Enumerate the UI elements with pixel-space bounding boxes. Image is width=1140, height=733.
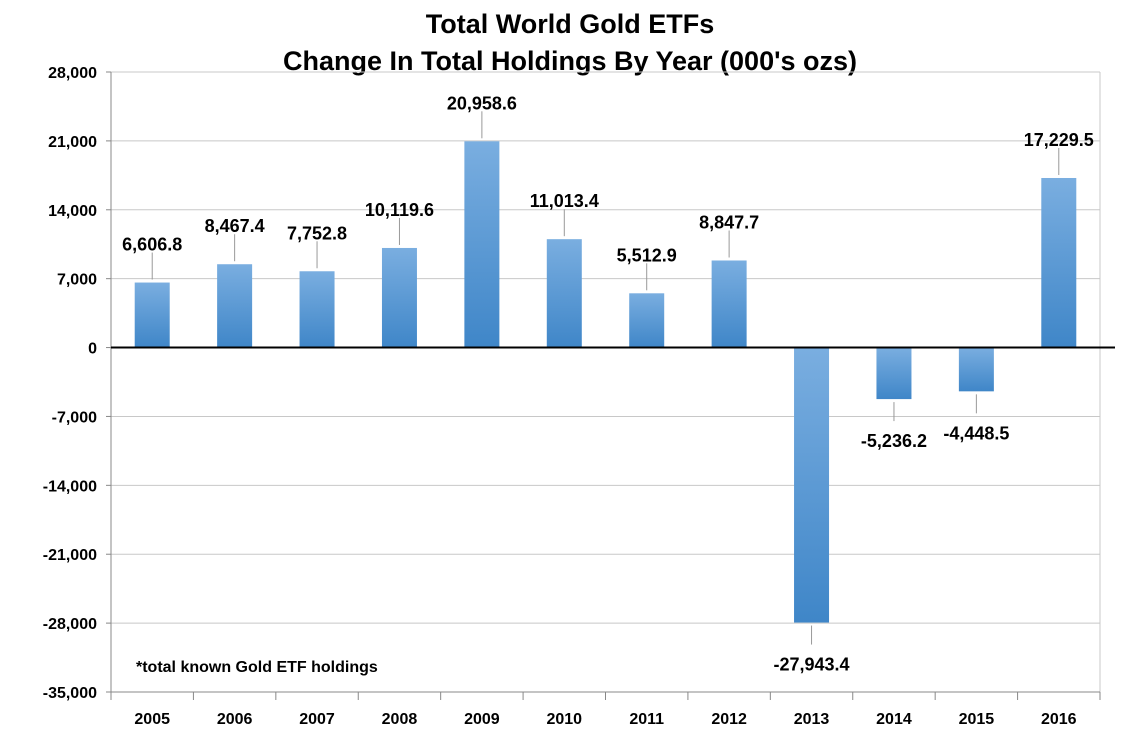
bar-2016	[1041, 177, 1077, 348]
x-tick-label: 2012	[711, 711, 747, 728]
y-tick-label: 28,000	[48, 65, 97, 82]
data-label: 8,847.7	[699, 212, 759, 232]
data-label: 8,467.4	[205, 216, 265, 236]
bar-2012	[711, 260, 747, 348]
data-label: 6,606.8	[122, 235, 182, 255]
x-tick-label: 2010	[546, 711, 582, 728]
data-label: 17,229.5	[1024, 130, 1094, 150]
x-tick-label: 2006	[217, 711, 253, 728]
y-tick-label: 14,000	[48, 203, 97, 220]
bar-2011	[629, 293, 665, 348]
chart-subtitle: Change In Total Holdings By Year (000's …	[0, 45, 1140, 77]
y-tick-label: 7,000	[57, 272, 97, 289]
x-tick-label: 2014	[876, 711, 912, 728]
chart-annotation: *total known Gold ETF holdings	[136, 659, 378, 676]
x-tick-label: 2011	[629, 711, 664, 728]
x-tick-label: 2008	[382, 711, 418, 728]
x-tick-label: 2016	[1041, 711, 1077, 728]
bar-2006	[217, 264, 253, 348]
y-tick-label: -28,000	[43, 616, 97, 633]
bar-2005	[134, 282, 170, 348]
y-tick-label: -14,000	[43, 478, 97, 495]
data-label: 5,512.9	[617, 245, 677, 265]
x-tick-label: 2005	[134, 711, 170, 728]
x-tick-label: 2013	[794, 711, 830, 728]
data-label: -27,943.4	[774, 655, 850, 675]
y-tick-label: 21,000	[48, 134, 97, 151]
bar-2008	[381, 247, 417, 348]
x-tick-label: 2015	[959, 711, 995, 728]
data-label: 7,752.8	[287, 223, 347, 243]
data-label: 20,958.6	[447, 93, 517, 113]
x-tick-label: 2009	[464, 711, 500, 728]
y-tick-label: 0	[88, 341, 97, 358]
x-tick-label: 2007	[299, 711, 335, 728]
data-label: 10,119.6	[365, 200, 434, 220]
bar-2010	[546, 239, 582, 348]
bar-2007	[299, 271, 335, 348]
data-label: 11,013.4	[530, 191, 599, 211]
y-tick-label: -35,000	[43, 685, 97, 702]
y-tick-label: -21,000	[43, 547, 97, 564]
chart-title: Total World Gold ETFs	[0, 8, 1140, 40]
bar-2013	[794, 347, 830, 623]
bar-2009	[464, 141, 500, 348]
data-label: -4,448.5	[943, 423, 1009, 443]
y-tick-label: -7,000	[52, 409, 97, 426]
bar-2015	[958, 347, 994, 392]
data-label: -5,236.2	[861, 431, 927, 451]
bar-2014	[876, 347, 912, 400]
